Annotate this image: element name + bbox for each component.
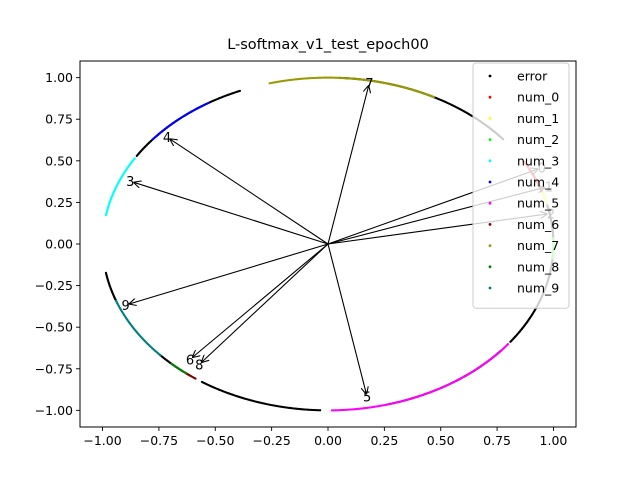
class-vector-arrow [134, 182, 329, 245]
x-tick-label: 0.25 [370, 433, 398, 448]
y-tick-label: 0.00 [45, 237, 73, 252]
y-tick-label: 1.00 [45, 70, 73, 85]
series-num_5 [330, 343, 510, 412]
legend-label: num_7 [517, 238, 559, 253]
axes: −1.00 −0.75 −0.50 −0.25 0.00 0.25 0.50 0.75 1.00… [35, 60, 577, 448]
y-tick-label: −0.25 [35, 278, 73, 293]
x-tick-label: 1.00 [540, 433, 568, 448]
chart-title: L-softmax_v1_test_epoch00 [227, 37, 429, 53]
legend-label: num_5 [517, 196, 559, 211]
series-num_9 [115, 299, 162, 357]
data-point [151, 138, 154, 141]
data-point [104, 214, 108, 217]
class-vector-arrow [170, 139, 329, 245]
legend-label: num_2 [517, 132, 559, 147]
y-tick-label: 0.25 [45, 195, 73, 210]
series-num_3 [104, 157, 136, 217]
x-tick-label: 0.75 [483, 433, 511, 448]
data-point [135, 154, 138, 157]
x-tick-label: −0.50 [196, 433, 234, 448]
legend-marker [488, 286, 492, 290]
data-point [506, 343, 510, 346]
legend-marker [488, 265, 492, 269]
legend-marker [488, 223, 492, 226]
legend-marker [488, 159, 492, 163]
legend-marker [488, 74, 492, 78]
x-tick-label: 0.00 [314, 433, 342, 448]
y-tick-label: 0.50 [45, 153, 73, 168]
class-vector-label: 9 [121, 299, 129, 314]
class-vector-arrow [130, 243, 329, 304]
data-point [159, 354, 162, 357]
legend-marker [488, 117, 492, 120]
x-tick-label: −0.75 [140, 433, 178, 448]
data-point [194, 377, 197, 380]
class-vector-label: 5 [363, 391, 371, 406]
legend-label: num_8 [517, 259, 559, 274]
legend-marker [488, 201, 492, 205]
class-vector-arrow [327, 86, 369, 245]
y-tick-label: −1.00 [35, 403, 73, 418]
legend-label: num_4 [517, 175, 559, 190]
x-tick-label: −0.25 [252, 433, 290, 448]
class-vector-label: 3 [126, 175, 134, 190]
legend-box [472, 62, 570, 309]
class-vector-label: 7 [365, 77, 373, 92]
legend-label: num_3 [517, 153, 559, 168]
class-vector-arrow [202, 243, 329, 362]
class-vector-label: 8 [195, 358, 203, 373]
class-vector-arrow [193, 243, 329, 357]
class-vector-label: 4 [163, 131, 171, 146]
legend-marker [488, 180, 492, 184]
class-vector-label: 6 [186, 353, 194, 368]
series-num_8 [170, 362, 188, 375]
x-tick-label: 0.50 [427, 433, 455, 448]
series-num_4 [151, 101, 210, 141]
legend-label: num_1 [517, 111, 559, 126]
legend-label: num_0 [517, 90, 559, 105]
legend-marker [488, 138, 492, 142]
class-vector-arrow [327, 243, 366, 394]
y-tick-label: 0.75 [45, 112, 73, 127]
legend-label: error [517, 69, 548, 84]
legend-label: num_9 [517, 281, 559, 296]
series-num_7 [268, 76, 435, 99]
legend-label: num_6 [517, 217, 559, 232]
data-point [268, 82, 271, 85]
y-tick-label: −0.75 [35, 361, 73, 376]
data-point [185, 372, 188, 375]
data-point [319, 409, 322, 412]
x-tick-label: −1.00 [83, 433, 121, 448]
legend-marker [488, 95, 492, 99]
legend: error num_0 num_1 num_2 num_3 num_4 num_5 num_6… [472, 62, 570, 309]
legend-marker [488, 244, 492, 248]
y-tick-label: −0.50 [35, 320, 73, 335]
